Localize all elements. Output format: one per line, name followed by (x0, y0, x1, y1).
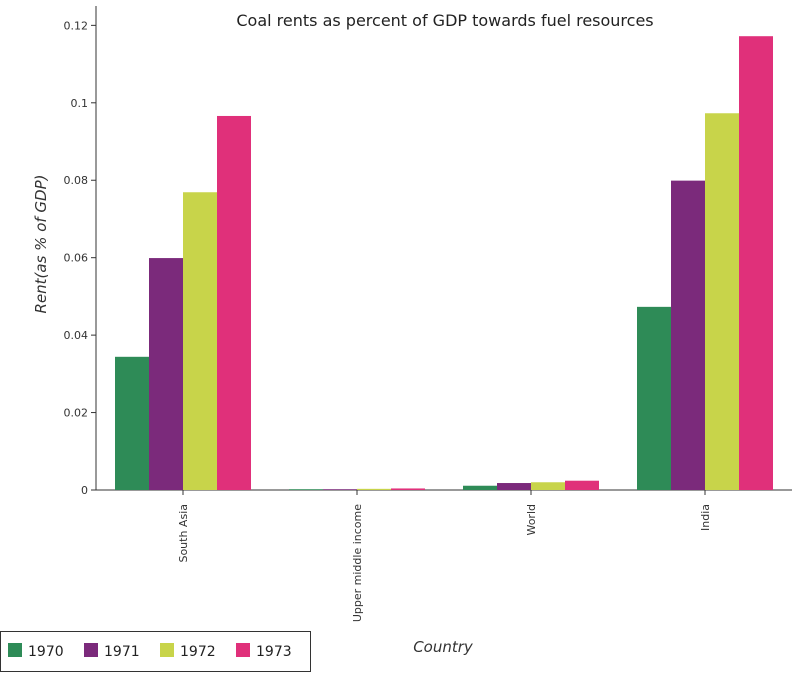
bar (463, 485, 497, 490)
legend-swatch (8, 643, 22, 657)
y-tick-label: 0 (81, 484, 88, 497)
y-tick-label: 0.08 (64, 174, 89, 187)
chart-title: Coal rents as percent of GDP towards fue… (236, 11, 653, 30)
y-axis-label: Rent(as % of GDP) (32, 175, 50, 314)
plot-area (89, 5, 791, 607)
x-tick-label: India (699, 504, 712, 531)
bars (115, 36, 773, 491)
legend-label: 1972 (180, 644, 216, 660)
x-axis: South Asia Upper middle income World India (96, 489, 792, 622)
y-tick-label: 0.1 (71, 97, 89, 110)
bar (289, 489, 323, 490)
x-tick-label: World (525, 504, 538, 536)
legend-label: 1973 (256, 644, 292, 660)
legend: 1970 1971 1972 1973 (0, 631, 311, 672)
legend-swatch (84, 643, 98, 657)
bar (671, 180, 705, 490)
bar (115, 356, 149, 490)
bar (183, 192, 217, 490)
legend-swatch (160, 643, 174, 657)
y-tick-label: 0.02 (64, 407, 89, 420)
y-tick-label: 0.04 (64, 329, 89, 342)
bar (739, 36, 773, 490)
legend-swatch (236, 643, 250, 657)
x-tick-label: South Asia (177, 504, 190, 563)
bar (391, 488, 425, 490)
bar (565, 480, 599, 490)
x-tick-label: Upper middle income (351, 504, 364, 622)
legend-box (0, 631, 311, 672)
x-axis-label: Country (413, 638, 474, 656)
bar (497, 483, 531, 490)
bar (637, 306, 671, 490)
bar (357, 488, 391, 490)
bar (323, 489, 357, 490)
bar (531, 482, 565, 490)
bar (217, 115, 251, 491)
legend-label: 1970 (28, 644, 64, 660)
y-tick-label: 0.12 (64, 19, 89, 32)
bar (149, 258, 183, 490)
bar (705, 113, 739, 491)
legend-label: 1971 (104, 644, 140, 660)
y-axis: 0 0.02 0.04 0.06 0.08 0.1 0.12 (64, 6, 97, 497)
y-tick-label: 0.06 (64, 252, 89, 265)
